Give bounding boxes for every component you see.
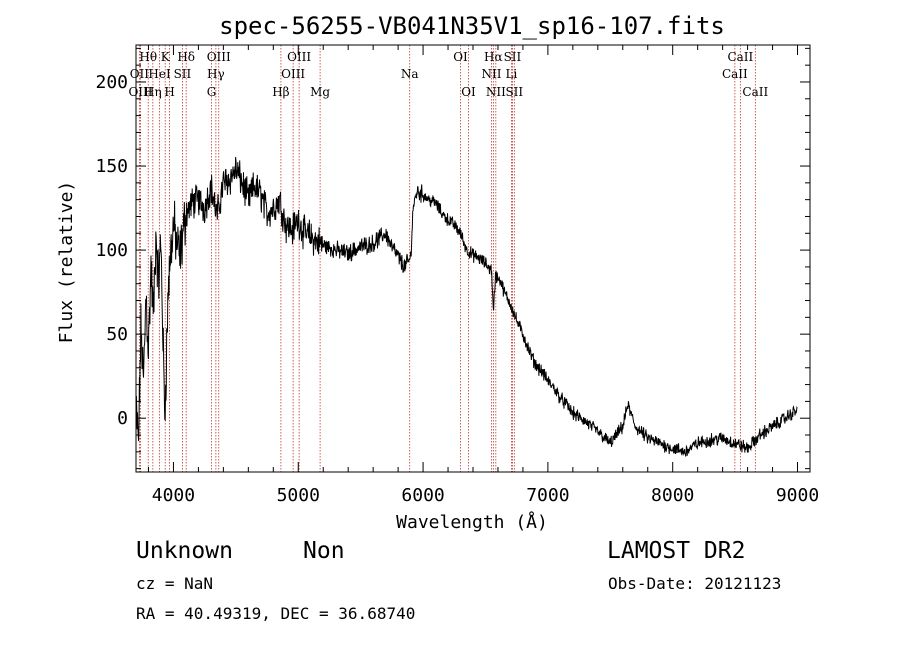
x-axis: 4000 5000 6000 7000 8000 9000 (147, 45, 819, 506)
x-axis-label: Wavelength (Å) (396, 511, 548, 533)
line-label-1: OII (130, 67, 150, 81)
coordinates: RA = 40.49319, DEC = 36.68740 (136, 604, 416, 623)
y-tick-label-2: 100 (95, 240, 128, 261)
x-tick-label-3: 7000 (526, 485, 569, 506)
line-label-15: Mg (310, 85, 330, 99)
line-label-12: Hβ (272, 85, 289, 99)
line-label-16: Na (401, 67, 419, 81)
survey-name: LAMOST DR2 (607, 538, 746, 564)
line-label-14: OIII (287, 50, 311, 64)
line-label-11: OIII (207, 50, 231, 64)
y-tick-label-0: 0 (117, 408, 128, 429)
line-label-3: Hη (144, 85, 162, 99)
y-tick-label-4: 200 (95, 72, 128, 93)
line-label-26: CaII (727, 50, 753, 64)
x-tick-label-0: 4000 (152, 485, 195, 506)
line-label-13: OIII (281, 67, 305, 81)
line-label-7: SII (174, 67, 192, 81)
line-label-22: Li (506, 67, 518, 81)
object-subclass: Non (303, 538, 345, 564)
line-label-8: Hδ (177, 50, 195, 64)
x-tick-label-4: 8000 (651, 485, 694, 506)
x-tick-label-5: 9000 (776, 485, 819, 506)
spectrum-line (135, 157, 798, 457)
x-tick-label-1: 5000 (277, 485, 320, 506)
object-class: Unknown (136, 538, 233, 564)
line-label-2: OIII (128, 85, 152, 99)
line-label-21: NII (486, 85, 506, 99)
line-label-10: Hγ (207, 67, 225, 81)
line-label-18: OI (461, 85, 476, 99)
line-label-17: OI (453, 50, 468, 64)
line-label-6: H (164, 85, 174, 99)
line-label-5: K (161, 50, 171, 64)
line-label-20: Hα (484, 50, 503, 64)
plot-frame (135, 44, 811, 473)
line-markers (138, 45, 756, 472)
line-label-0: Hθ (139, 50, 157, 64)
y-tick-label-1: 50 (106, 324, 128, 345)
line-label-27: CaII (742, 85, 768, 99)
y-tick-label-3: 150 (95, 156, 128, 177)
line-labels: HθOIIOIIIHηHeIKHSIIHδGHγOIIIHβOIIIOIIIMg… (128, 50, 768, 99)
y-axis-label: Flux (relative) (56, 181, 77, 344)
obs-date: Obs-Date: 20121123 (608, 574, 782, 593)
chart-title: spec-56255-VB041N35V1_sp16-107.fits (219, 12, 725, 40)
x-tick-label-2: 6000 (401, 485, 444, 506)
line-label-24: SII (505, 85, 523, 99)
redshift-text: cz = NaN (136, 574, 214, 593)
y-axis: 0 50 100 150 200 (95, 47, 810, 470)
line-label-9: G (207, 85, 217, 99)
line-label-23: SII (504, 50, 522, 64)
line-label-25: CaII (722, 67, 748, 81)
line-label-19: NII (481, 67, 501, 81)
line-label-4: HeI (148, 67, 171, 81)
